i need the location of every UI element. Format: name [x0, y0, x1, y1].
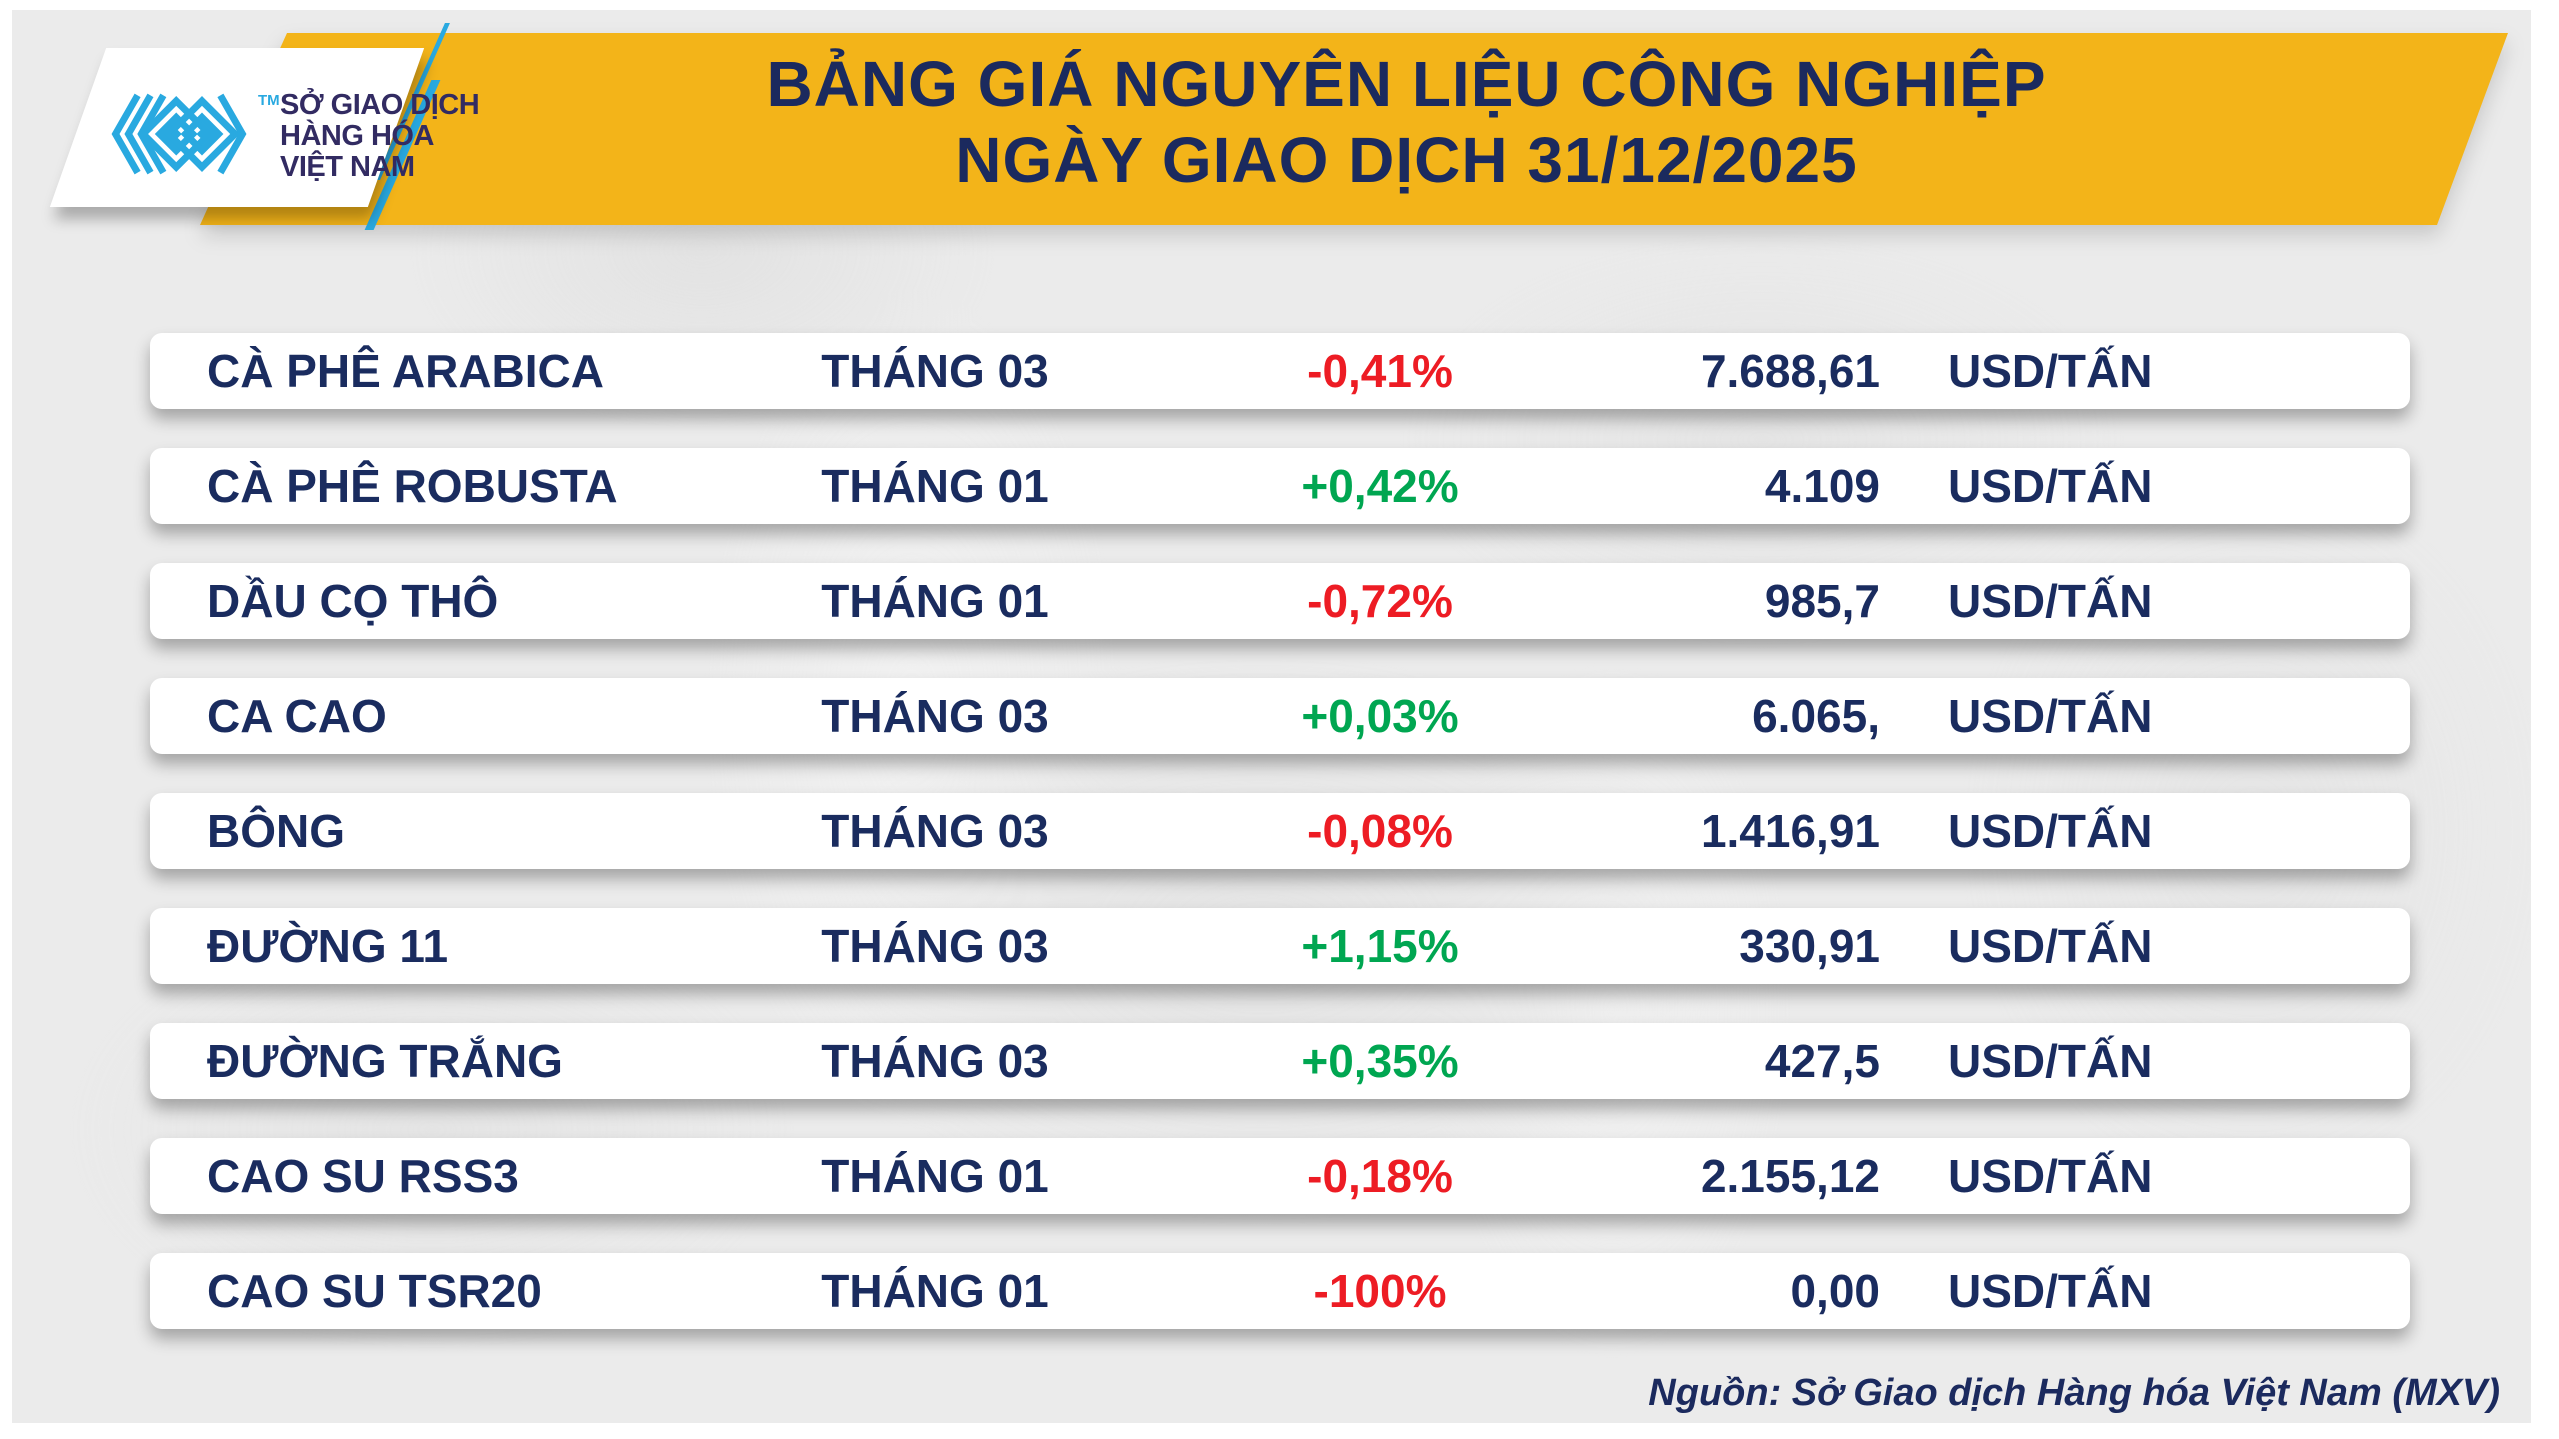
contract-month: THÁNG 03: [821, 805, 1049, 857]
contract-month: THÁNG 03: [821, 1035, 1049, 1087]
commodity-name: CA CAO: [207, 690, 387, 742]
logo-org-line-3: VIỆT NAM: [280, 151, 415, 183]
commodity-name: ĐƯỜNG TRẮNG: [207, 1035, 563, 1087]
contract-month: THÁNG 01: [821, 1150, 1049, 1202]
commodity-name: CAO SU RSS3: [207, 1150, 519, 1202]
price-value: 0,00: [1790, 1265, 1880, 1317]
price-unit: USD/TẤN: [1948, 575, 2153, 627]
header-banner: [200, 33, 2508, 225]
price-value: 7.688,61: [1700, 345, 1880, 397]
table-row: CA CAO THÁNG 03 +0,03% 6.065, USD/TẤN: [150, 678, 2410, 754]
price-value: 6.065,: [1752, 690, 1880, 742]
change-percent: +0,35%: [1301, 1035, 1459, 1087]
table-row: ĐƯỜNG 11 THÁNG 03 +1,15% 330,91 USD/TẤN: [150, 908, 2410, 984]
price-unit: USD/TẤN: [1948, 1035, 2153, 1087]
title-line-2: NGÀY GIAO DỊCH 31/12/2025: [955, 124, 1858, 196]
contract-month: THÁNG 03: [821, 690, 1049, 742]
price-unit: USD/TẤN: [1948, 920, 2153, 972]
commodity-name: DẦU CỌ THÔ: [207, 575, 499, 627]
price-unit: USD/TẤN: [1948, 1265, 2153, 1317]
change-percent: -0,18%: [1307, 1150, 1453, 1202]
price-unit: USD/TẤN: [1948, 805, 2153, 857]
price-value: 985,7: [1764, 575, 1880, 627]
header-banner-wrap: BẢNG GIÁ NGUYÊN LIỆU CÔNG NGHIỆP NGÀY GI…: [12, 10, 2531, 270]
price-unit: USD/TẤN: [1948, 690, 2153, 742]
price-value: 4.109: [1764, 460, 1880, 512]
table-row: CÀ PHÊ ROBUSTA THÁNG 01 +0,42% 4.109 USD…: [150, 448, 2410, 524]
price-unit: USD/TẤN: [1948, 460, 2153, 512]
change-percent: -0,41%: [1307, 345, 1453, 397]
change-percent: +0,03%: [1301, 690, 1459, 742]
contract-month: THÁNG 01: [821, 575, 1049, 627]
logo-org-name: SỞ GIAO DỊCH HÀNG HÓA VIỆT NAM: [280, 89, 480, 183]
table-row: CAO SU TSR20 THÁNG 01 -100% 0,00 USD/TẤN: [150, 1253, 2410, 1329]
page-title: BẢNG GIÁ NGUYÊN LIỆU CÔNG NGHIỆP NGÀY GI…: [312, 46, 2501, 198]
price-value: 427,5: [1764, 1035, 1880, 1087]
logo-org-line-1: SỞ GIAO DỊCH: [280, 89, 480, 121]
logo-org-line-2: HÀNG HÓA: [280, 120, 434, 152]
commodity-name: ĐƯỜNG 11: [207, 920, 449, 972]
table-row: CAO SU RSS3 THÁNG 01 -0,18% 2.155,12 USD…: [150, 1138, 2410, 1214]
change-percent: -100%: [1313, 1265, 1447, 1317]
logo-tm-mark: TM: [258, 92, 280, 109]
mxv-logo-icon: [111, 93, 247, 175]
price-value: 330,91: [1739, 920, 1880, 972]
table-row: ĐƯỜNG TRẮNG THÁNG 03 +0,35% 427,5 USD/TẤ…: [150, 1023, 2410, 1099]
commodity-name: CAO SU TSR20: [207, 1265, 542, 1317]
price-unit: USD/TẤN: [1948, 1150, 2153, 1202]
commodity-name: CÀ PHÊ ARABICA: [207, 345, 604, 397]
title-line-1: BẢNG GIÁ NGUYÊN LIỆU CÔNG NGHIỆP: [766, 48, 2047, 120]
price-value: 2.155,12: [1700, 1150, 1880, 1202]
change-percent: -0,08%: [1307, 805, 1453, 857]
table-row: BÔNG THÁNG 03 -0,08% 1.416,91 USD/TẤN: [150, 793, 2410, 869]
change-percent: +1,15%: [1301, 920, 1459, 972]
source-note: Nguồn: Sở Giao dịch Hàng hóa Việt Nam (M…: [1648, 1372, 2500, 1414]
price-value: 1.416,91: [1700, 805, 1880, 857]
contract-month: THÁNG 01: [821, 460, 1049, 512]
commodity-name: CÀ PHÊ ROBUSTA: [207, 460, 618, 512]
change-percent: -0,72%: [1307, 575, 1453, 627]
contract-month: THÁNG 03: [821, 345, 1049, 397]
table-row: DẦU CỌ THÔ THÁNG 01 -0,72% 985,7 USD/TẤN: [150, 563, 2410, 639]
background-panel: BẢNG GIÁ NGUYÊN LIỆU CÔNG NGHIỆP NGÀY GI…: [12, 10, 2531, 1423]
commodity-name: BÔNG: [207, 805, 345, 857]
table-row: CÀ PHÊ ARABICA THÁNG 03 -0,41% 7.688,61 …: [150, 333, 2410, 409]
price-unit: USD/TẤN: [1948, 345, 2153, 397]
contract-month: THÁNG 01: [821, 1265, 1049, 1317]
contract-month: THÁNG 03: [821, 920, 1049, 972]
change-percent: +0,42%: [1301, 460, 1459, 512]
